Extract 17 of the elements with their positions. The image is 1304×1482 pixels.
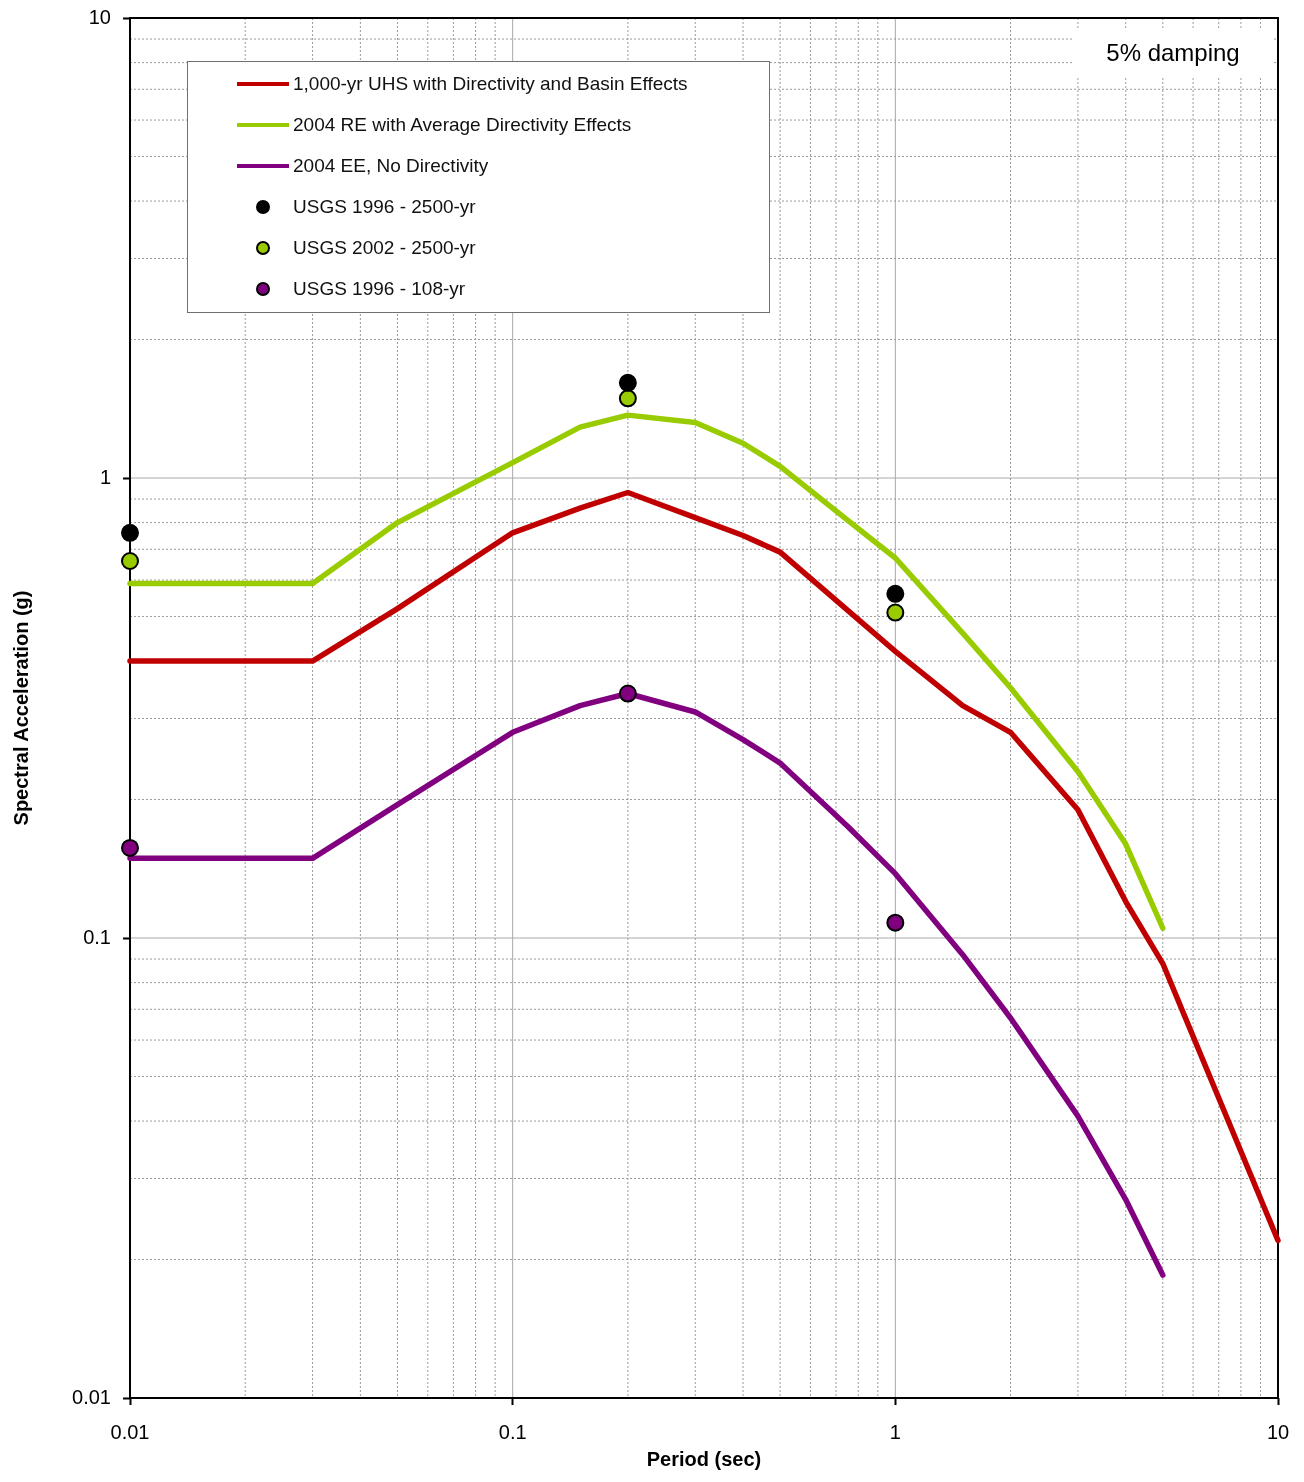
x-tick-label: 0.1 <box>498 1420 527 1443</box>
x-tick-label: 0.01 <box>110 1420 150 1443</box>
legend-label: 1,000-yr UHS with Directivity and Basin Effects <box>293 72 688 95</box>
annotation: 5% damping <box>1106 39 1240 67</box>
legend-label: USGS 1996 - 108-yr <box>293 277 466 300</box>
y-tick-label: 0.1 <box>83 925 111 948</box>
legend-label: 2004 EE, No Directivity <box>293 154 489 177</box>
legend-label: 2004 RE with Average Directivity Effects <box>293 113 632 136</box>
y-tick-label: 0.01 <box>72 1385 111 1408</box>
x-axis-title: Period (sec) <box>646 1447 762 1470</box>
x-tick-label: 10 <box>1266 1420 1290 1443</box>
y-axis-title: Spectral Acceleration (g) <box>9 590 32 826</box>
legend-label: USGS 1996 - 2500-yr <box>293 195 476 218</box>
y-tick-label: 10 <box>88 5 111 28</box>
y-tick-label: 1 <box>99 465 111 488</box>
x-tick-label: 1 <box>889 1420 901 1443</box>
legend-label: USGS 2002 - 2500-yr <box>293 236 476 259</box>
